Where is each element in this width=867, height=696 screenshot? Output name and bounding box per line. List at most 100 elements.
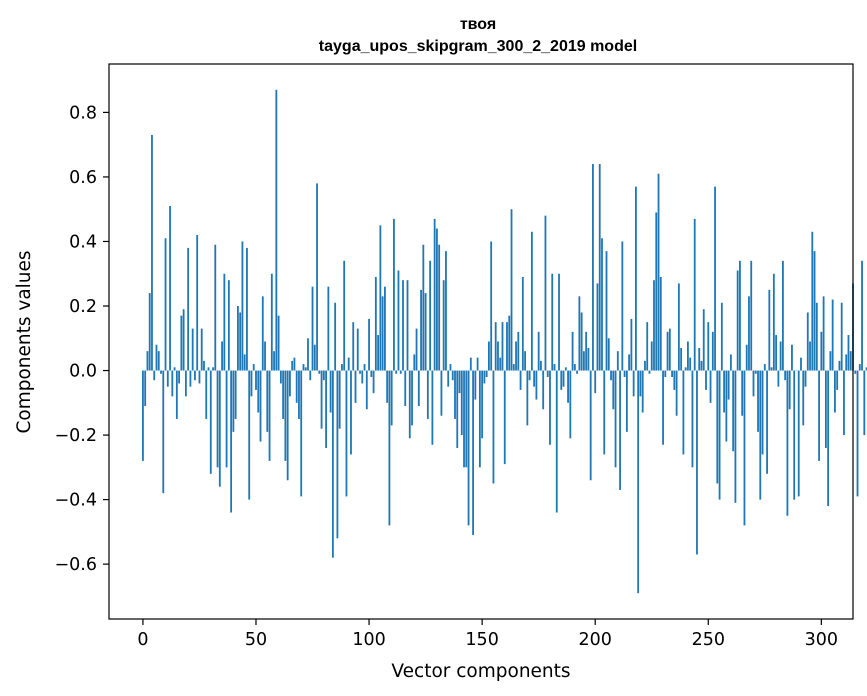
bar-174 — [535, 370, 538, 400]
bar-287 — [791, 344, 793, 371]
bar-194 — [580, 312, 583, 371]
bar-299 — [818, 370, 820, 461]
bar-26 — [200, 328, 203, 371]
bar-43 — [239, 312, 242, 371]
bar-213 — [623, 370, 626, 377]
bar-167 — [519, 370, 522, 390]
bar-103 — [374, 276, 377, 371]
bar-294 — [806, 312, 809, 371]
bar-20 — [187, 247, 190, 371]
bar-64 — [286, 370, 289, 481]
bar-128 — [431, 370, 434, 445]
bar-169 — [524, 351, 526, 371]
bar-87 — [338, 370, 341, 429]
y-axis-label: Components values — [14, 250, 35, 433]
bar-22 — [191, 328, 194, 371]
bar-17 — [180, 315, 183, 371]
bar-119 — [411, 370, 413, 426]
bar-203 — [601, 238, 603, 371]
bar-99 — [365, 370, 368, 410]
bar-5 — [153, 370, 156, 381]
bar-180 — [549, 370, 551, 445]
bar-66 — [291, 360, 294, 371]
bar-250 — [707, 322, 710, 371]
bar-8 — [160, 370, 162, 374]
bar-272 — [757, 370, 759, 432]
bar-38 — [227, 280, 230, 371]
bar-170 — [526, 370, 529, 426]
bar-193 — [578, 296, 581, 371]
bar-280 — [775, 335, 778, 371]
bar-84 — [331, 370, 334, 558]
bar-144 — [467, 370, 470, 526]
x-axis: 0 50 100 150 200 250 300 — [137, 619, 838, 650]
bar-238 — [680, 347, 683, 371]
bar-series — [142, 89, 867, 594]
bar-227 — [655, 212, 658, 371]
bar-118 — [408, 370, 411, 439]
bar-109 — [388, 370, 391, 526]
bar-140 — [458, 370, 461, 394]
bar-120 — [413, 354, 416, 371]
bar-185 — [560, 370, 563, 390]
y-tick-label: −0.4 — [55, 491, 98, 511]
bar-51 — [257, 370, 260, 413]
bar-259 — [727, 370, 730, 400]
bar-209 — [614, 370, 617, 468]
bar-241 — [687, 341, 689, 371]
bar-9 — [162, 370, 165, 494]
bar-256 — [720, 302, 723, 371]
bar-28 — [205, 370, 208, 419]
bar-154 — [490, 241, 493, 371]
bar-288 — [793, 370, 796, 500]
bar-263 — [736, 270, 739, 371]
bar-156 — [494, 322, 497, 371]
bar-70 — [300, 370, 303, 497]
bar-39 — [230, 370, 233, 513]
bar-19 — [184, 370, 187, 397]
bar-229 — [659, 276, 662, 371]
bar-208 — [612, 370, 615, 410]
bar-110 — [390, 370, 393, 426]
bar-282 — [779, 341, 782, 371]
bar-85 — [334, 302, 337, 371]
bar-318 — [861, 260, 863, 371]
bar-248 — [702, 309, 705, 371]
bar-207 — [610, 370, 612, 381]
bar-189 — [569, 370, 572, 439]
bar-159 — [501, 322, 504, 371]
bar-123 — [420, 289, 422, 371]
bar-196 — [585, 331, 588, 371]
bar-21 — [189, 370, 192, 387]
bar-233 — [668, 328, 671, 371]
bar-92 — [350, 370, 352, 455]
bar-155 — [492, 370, 495, 484]
y-tick-label: 0.2 — [69, 297, 97, 317]
bar-221 — [641, 370, 644, 413]
bar-228 — [657, 173, 660, 371]
bar-268 — [748, 296, 750, 371]
bar-252 — [711, 331, 714, 371]
bar-112 — [395, 370, 398, 374]
bar-131 — [438, 244, 441, 371]
bar-184 — [558, 273, 560, 371]
bar-313 — [849, 351, 852, 371]
bar-306 — [834, 370, 836, 413]
bar-191 — [573, 364, 576, 371]
bar-183 — [555, 370, 558, 513]
bar-90 — [345, 370, 348, 497]
bar-58 — [273, 351, 275, 371]
bar-319 — [863, 370, 866, 436]
bar-237 — [677, 283, 680, 371]
bar-7 — [157, 351, 160, 371]
x-tick-label: 250 — [692, 630, 725, 650]
bar-258 — [725, 370, 728, 442]
bar-163 — [510, 209, 513, 371]
bar-298 — [815, 302, 818, 371]
bar-293 — [804, 370, 807, 387]
bar-262 — [734, 370, 737, 503]
bar-253 — [714, 186, 716, 371]
bar-304 — [829, 351, 832, 371]
bar-264 — [739, 260, 741, 371]
bar-158 — [499, 357, 502, 371]
